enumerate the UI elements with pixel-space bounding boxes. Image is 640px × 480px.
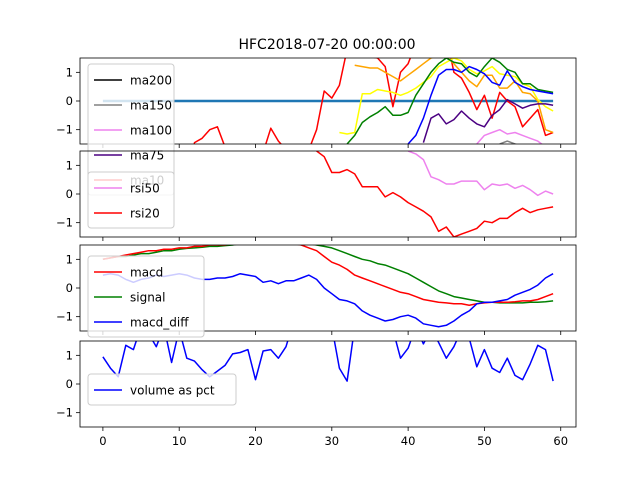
- panel-volume-xtick-label: 10: [172, 434, 187, 448]
- panel-ma-ytick-label: 0: [66, 94, 73, 108]
- panel-ma-series-line-7: [476, 128, 543, 144]
- panel-volume-xtick-label: 30: [324, 434, 339, 448]
- panel-rsi-series-line-1: [316, 151, 554, 237]
- panel-macd-legend: macd signal macd_diff: [87, 255, 205, 338]
- panel-ma-series: [102, 58, 554, 144]
- panel-ma-series-line-2: [354, 58, 554, 134]
- panel-ma-ytick-label: −1: [56, 123, 73, 137]
- panel-volume-xtick-label: 0: [99, 434, 106, 448]
- panel-ma: −101ma200ma150ma100ma75ma10: [56, 57, 577, 196]
- panel-rsi-legend-label-0: rsi50: [130, 182, 160, 196]
- panel-volume-ytick-label: 0: [66, 377, 73, 391]
- panel-macd-ytick-label: 1: [66, 252, 73, 266]
- panel-volume-xtick-label: 20: [248, 434, 263, 448]
- panel-rsi-legend-box: [87, 171, 175, 229]
- panel-ma-series-line-8: [499, 140, 518, 144]
- panel-ma-series-line-4: [346, 58, 554, 144]
- panel-rsi-series-line-0: [407, 151, 554, 197]
- panel-ma-series-line-3: [339, 58, 554, 135]
- panel-ma-legend: ma200ma150ma100ma75ma10: [87, 63, 175, 196]
- panel-rsi-legend-label-1: rsi20: [130, 207, 160, 221]
- panel-macd-legend-label-0: macd: [130, 266, 163, 280]
- panel-ma-legend-label-2: ma100: [130, 124, 172, 138]
- panel-ma-series-line-5: [407, 65, 554, 144]
- panel-volume-legend-box: [87, 373, 237, 406]
- panel-rsi-series: [316, 151, 554, 237]
- panel-rsi-ytick-label: 0: [66, 187, 73, 201]
- panel-macd-ytick-label: 0: [66, 281, 73, 295]
- panel-macd-series-line-0: [102, 245, 554, 304]
- figure-title: HFC2018-07-20 00:00:00: [238, 37, 415, 53]
- panel-ma-series-line-1: [193, 58, 554, 144]
- panel-macd-ytick-label: −1: [56, 310, 73, 324]
- panel-ma-legend-label-3: ma75: [130, 149, 164, 163]
- panel-volume-series-line-0: [102, 341, 554, 382]
- panel-volume-legend: volume as pct: [87, 373, 237, 406]
- panel-volume-legend-label-0: volume as pct: [130, 384, 215, 398]
- panel-rsi-ytick-label: 1: [66, 158, 73, 172]
- panel-volume-series: [102, 341, 554, 382]
- panel-ma-series-line-6: [422, 98, 554, 143]
- panel-ma-legend-label-0: ma200: [130, 74, 172, 88]
- panel-rsi-ytick-label: −1: [56, 216, 73, 230]
- panel-rsi: −1 0 1 rsi50 rsi20: [56, 150, 577, 241]
- panel-ma-legend-label-1: ma150: [130, 99, 172, 113]
- panel-macd: −1 0 1 macd signal macd_diff: [56, 244, 577, 338]
- panel-volume-ytick-label: 1: [66, 348, 73, 362]
- panel-volume-xtick-label: 60: [553, 434, 568, 448]
- panel-macd-legend-box: [87, 255, 205, 338]
- panel-macd-legend-label-1: signal: [130, 291, 166, 305]
- panel-macd-legend-label-2: macd_diff: [130, 316, 189, 330]
- panel-volume-xtick-label: 40: [401, 434, 416, 448]
- panel-rsi-legend: rsi50 rsi20: [87, 171, 175, 229]
- panel-ma-ytick-label: 1: [66, 65, 73, 79]
- panel-volume-xtick-label: 50: [477, 434, 492, 448]
- panel-volume-ytick-label: −1: [56, 406, 73, 420]
